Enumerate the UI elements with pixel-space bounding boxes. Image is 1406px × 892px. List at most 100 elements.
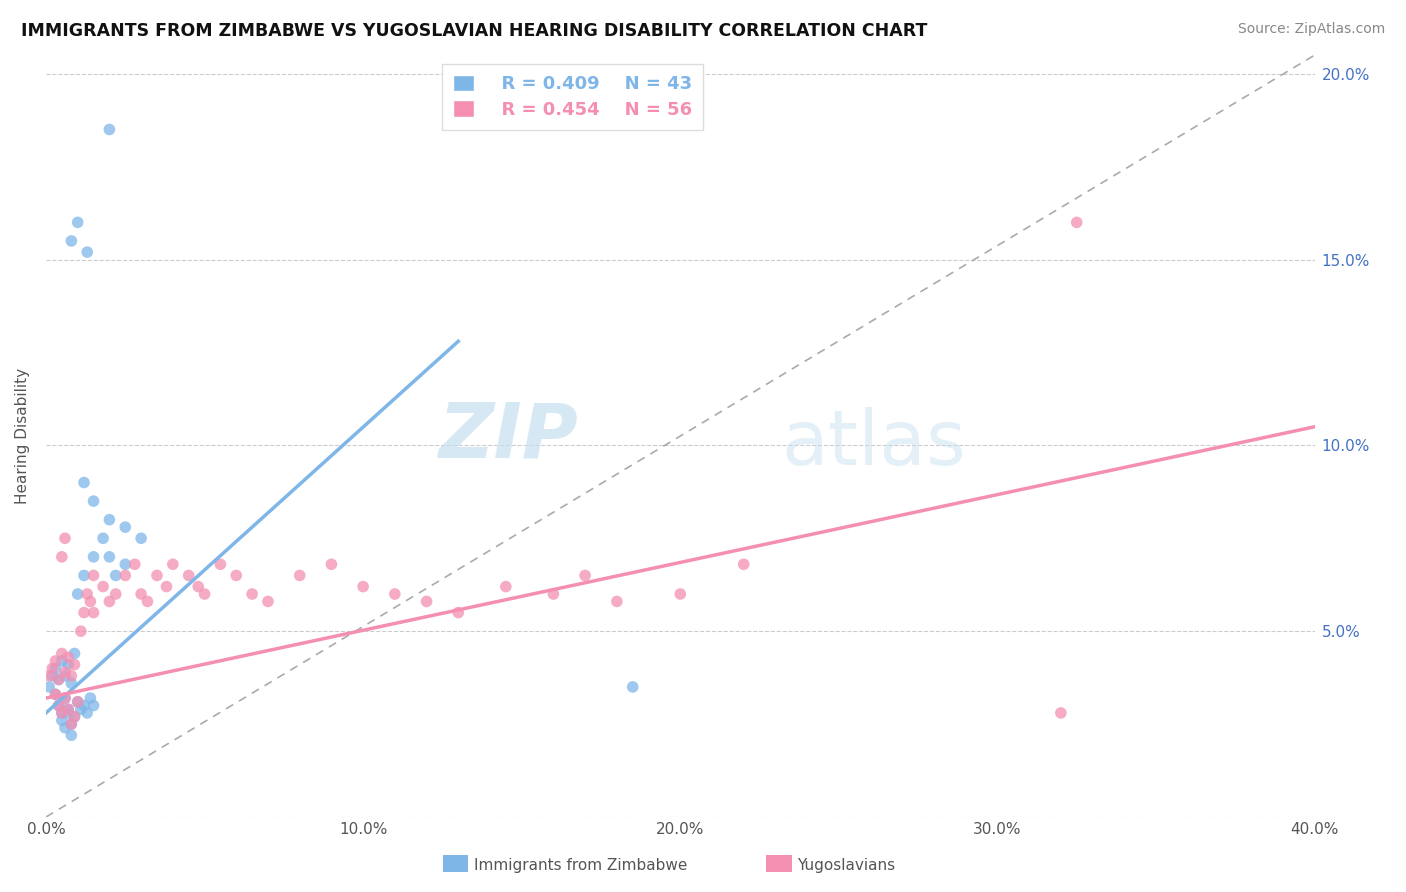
Point — [70, 624, 93, 639]
Point — [669, 587, 692, 601]
Point — [104, 568, 127, 582]
Point — [1066, 215, 1088, 229]
Point — [321, 558, 343, 572]
Point — [447, 606, 470, 620]
Point — [574, 568, 596, 582]
Point — [621, 680, 644, 694]
Point — [155, 580, 177, 594]
Point — [53, 665, 76, 679]
Point — [56, 657, 79, 672]
Text: Source: ZipAtlas.com: Source: ZipAtlas.com — [1237, 22, 1385, 37]
Point — [53, 691, 76, 706]
Point — [83, 568, 105, 582]
Point — [240, 587, 263, 601]
Text: atlas: atlas — [782, 407, 967, 481]
Point — [83, 494, 105, 508]
Point — [44, 661, 66, 675]
Point — [114, 558, 136, 572]
Point — [124, 558, 146, 572]
Point — [60, 717, 83, 731]
Point — [76, 245, 98, 260]
Point — [129, 587, 152, 601]
Point — [733, 558, 755, 572]
Point — [98, 513, 121, 527]
Point — [1050, 706, 1073, 720]
Point — [73, 475, 96, 490]
Point — [48, 698, 70, 713]
Point — [98, 122, 121, 136]
Point — [606, 594, 628, 608]
Point — [56, 702, 79, 716]
Point — [53, 691, 76, 706]
Point — [53, 721, 76, 735]
Text: IMMIGRANTS FROM ZIMBABWE VS YUGOSLAVIAN HEARING DISABILITY CORRELATION CHART: IMMIGRANTS FROM ZIMBABWE VS YUGOSLAVIAN … — [21, 22, 928, 40]
Point — [288, 568, 311, 582]
Bar — [766, 855, 792, 872]
Point — [51, 654, 73, 668]
Point — [73, 606, 96, 620]
Point — [66, 695, 89, 709]
Point — [51, 714, 73, 728]
Point — [136, 594, 159, 608]
Point — [51, 706, 73, 720]
Point — [60, 234, 83, 248]
Legend:   R = 0.409    N = 43,   R = 0.454    N = 56: R = 0.409 N = 43, R = 0.454 N = 56 — [441, 64, 703, 129]
Point — [53, 531, 76, 545]
Point — [177, 568, 200, 582]
Point — [193, 587, 215, 601]
Point — [187, 580, 209, 594]
Point — [98, 594, 121, 608]
Point — [38, 669, 60, 683]
Point — [63, 709, 86, 723]
Point — [146, 568, 169, 582]
Point — [257, 594, 280, 608]
Text: Yugoslavians: Yugoslavians — [797, 858, 896, 872]
Point — [53, 669, 76, 683]
Point — [51, 549, 73, 564]
Point — [60, 676, 83, 690]
Point — [76, 587, 98, 601]
Point — [66, 587, 89, 601]
Text: Immigrants from Zimbabwe: Immigrants from Zimbabwe — [474, 858, 688, 872]
Point — [44, 654, 66, 668]
Point — [44, 687, 66, 701]
Point — [114, 568, 136, 582]
Point — [41, 661, 63, 675]
Point — [384, 587, 406, 601]
Point — [543, 587, 565, 601]
Point — [91, 531, 114, 545]
Point — [66, 215, 89, 229]
Point — [66, 695, 89, 709]
Point — [44, 687, 66, 701]
Point — [38, 680, 60, 694]
Y-axis label: Hearing Disability: Hearing Disability — [15, 368, 30, 504]
Point — [41, 669, 63, 683]
Point — [60, 717, 83, 731]
Point — [129, 531, 152, 545]
Point — [415, 594, 437, 608]
Point — [60, 728, 83, 742]
Point — [63, 709, 86, 723]
Point — [48, 673, 70, 687]
Point — [91, 580, 114, 594]
Point — [48, 698, 70, 713]
Point — [70, 702, 93, 716]
Point — [83, 549, 105, 564]
Point — [73, 568, 96, 582]
Point — [51, 647, 73, 661]
Point — [83, 606, 105, 620]
Point — [56, 706, 79, 720]
Point — [104, 587, 127, 601]
Point — [48, 673, 70, 687]
Point — [162, 558, 184, 572]
Point — [114, 520, 136, 534]
Point — [79, 691, 101, 706]
Point — [56, 650, 79, 665]
Point — [51, 706, 73, 720]
Point — [73, 698, 96, 713]
Point — [352, 580, 374, 594]
Point — [63, 647, 86, 661]
Bar — [443, 855, 468, 872]
Point — [225, 568, 247, 582]
Point — [79, 594, 101, 608]
